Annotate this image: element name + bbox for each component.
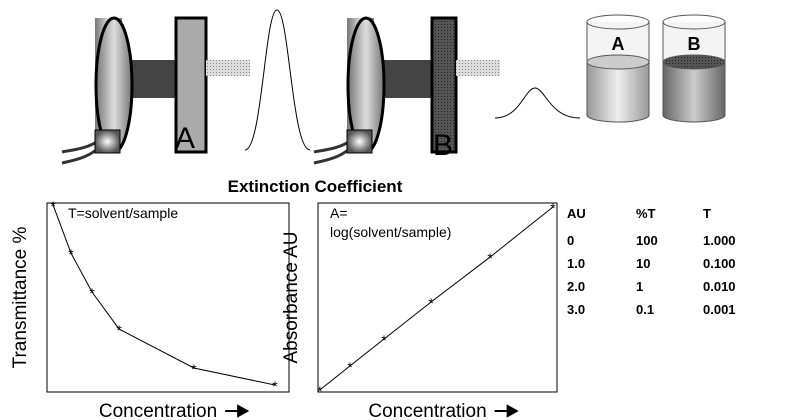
table-cell: 0 <box>567 233 574 248</box>
cuvettes: A B <box>586 14 726 123</box>
table-cell: 0.1 <box>636 302 654 317</box>
data-line <box>319 206 554 391</box>
plot-frame <box>46 202 290 393</box>
table-cell: 10 <box>636 256 650 271</box>
table-header: %T <box>636 206 656 221</box>
detector-label: B <box>433 129 453 162</box>
data-marker: * <box>487 250 493 266</box>
data-marker: * <box>89 285 95 301</box>
data-marker: * <box>317 383 323 399</box>
table-cell: 100 <box>636 233 658 248</box>
arrow <box>225 404 250 418</box>
table-cell: 2.0 <box>567 279 585 294</box>
table-cell: 1.000 <box>703 233 736 248</box>
annotation: log(solvent/sample) <box>330 224 451 240</box>
data-line <box>52 204 276 386</box>
data-marker: * <box>381 332 387 348</box>
data-marker: * <box>68 246 74 262</box>
table-cell: 0.001 <box>703 302 736 317</box>
x-axis-label: Concentration <box>99 401 217 420</box>
x-axis-label: Concentration <box>368 401 486 420</box>
detector-label: A <box>175 122 195 155</box>
table-cell: 0.100 <box>703 256 736 271</box>
table-header: AU <box>567 206 586 221</box>
data-marker: * <box>272 378 278 394</box>
data-marker: * <box>550 200 556 216</box>
arrow <box>494 404 519 418</box>
cuvette-label: A <box>612 34 625 54</box>
title: Extinction Coefficient <box>228 177 403 196</box>
annotation: A= <box>330 205 348 221</box>
data-marker: * <box>116 322 122 338</box>
instrument-a: A <box>61 9 311 165</box>
table-header: T <box>703 206 711 221</box>
data-marker: * <box>50 198 56 214</box>
data-marker: * <box>428 295 434 311</box>
table-cell: 0.010 <box>703 279 736 294</box>
data-marker: * <box>191 361 197 377</box>
plot-frame <box>317 202 558 393</box>
table-cell: 1 <box>636 279 643 294</box>
cuvette-label: B <box>688 34 701 54</box>
annotation: T=solvent/sample <box>68 205 178 221</box>
table-cell: 3.0 <box>567 302 585 317</box>
instrument-b: B <box>313 16 581 165</box>
y-axis-label: Transmittance % <box>10 226 31 368</box>
y-axis-label: Absorbance AU <box>281 231 302 363</box>
table-cell: 1.0 <box>567 256 585 271</box>
data-marker: * <box>347 359 353 375</box>
